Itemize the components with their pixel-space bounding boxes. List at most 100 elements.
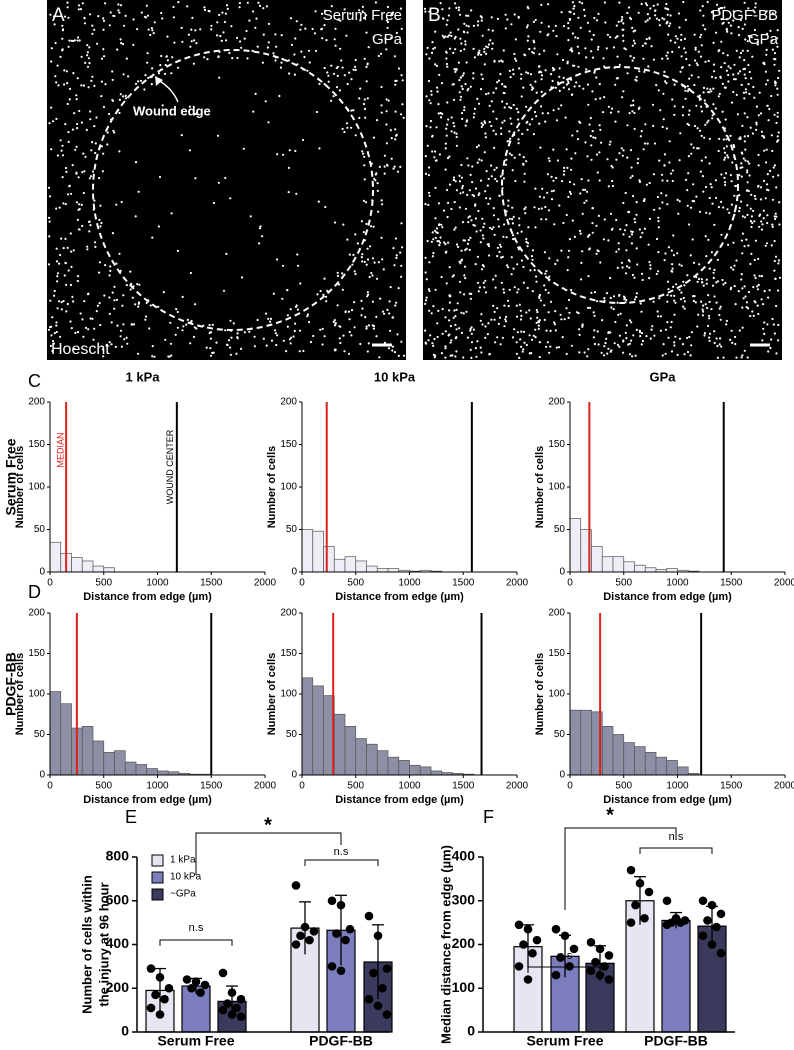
nucleus (334, 38, 336, 40)
nucleus (518, 142, 520, 144)
nucleus (484, 325, 486, 327)
nucleus (484, 190, 486, 192)
nucleus (470, 174, 472, 176)
nucleus (466, 157, 468, 159)
data-point (708, 901, 717, 910)
nucleus (580, 233, 582, 235)
nucleus (101, 81, 103, 83)
nucleus (391, 349, 393, 351)
nucleus (741, 84, 743, 86)
nucleus (706, 121, 708, 123)
nucleus (555, 177, 557, 179)
nucleus (118, 112, 120, 114)
nucleus (287, 314, 289, 316)
nucleus (715, 32, 717, 34)
nucleus (68, 40, 70, 42)
nucleus (492, 92, 494, 94)
nucleus (366, 80, 368, 82)
x-tick-label: 1500 (200, 578, 223, 589)
nucleus (342, 224, 344, 226)
nucleus (427, 339, 429, 341)
y-axis-label: Number of cells (266, 653, 278, 736)
nucleus (300, 51, 302, 53)
nucleus (558, 76, 560, 78)
nucleus (478, 144, 480, 146)
nucleus (694, 59, 696, 61)
nucleus (50, 60, 52, 62)
nucleus (550, 301, 552, 303)
nucleus (548, 25, 550, 27)
nucleus (500, 127, 502, 129)
nucleus (569, 191, 571, 193)
nucleus (707, 294, 709, 296)
nucleus (518, 217, 520, 219)
nucleus (667, 288, 669, 290)
nucleus (697, 127, 699, 129)
nucleus (649, 268, 651, 270)
nucleus (322, 343, 324, 345)
nucleus (100, 222, 102, 224)
nucleus (688, 223, 690, 225)
nucleus (164, 339, 166, 341)
nucleus (146, 5, 148, 7)
nucleus (733, 64, 735, 66)
nucleus (107, 131, 109, 133)
nucleus (599, 179, 601, 181)
nucleus (159, 176, 161, 178)
nucleus (657, 3, 659, 5)
nucleus (612, 166, 614, 168)
nucleus (445, 169, 447, 171)
nucleus (381, 203, 383, 205)
nucleus (629, 236, 631, 238)
nucleus (533, 133, 535, 135)
nucleus (667, 281, 669, 283)
nucleus (724, 62, 726, 64)
nucleus (86, 248, 88, 250)
nucleus (293, 335, 295, 337)
nucleus (766, 189, 768, 191)
nucleus (565, 117, 567, 119)
x-tick-label: 2000 (774, 781, 794, 792)
nucleus (57, 84, 59, 86)
nucleus (438, 74, 440, 76)
nucleus (679, 132, 681, 134)
nucleus (690, 153, 692, 155)
nucleus (531, 255, 533, 257)
nucleus (581, 2, 583, 4)
nucleus (681, 67, 683, 69)
nucleus (73, 249, 75, 251)
nucleus (456, 189, 458, 191)
nucleus (667, 8, 669, 10)
nucleus (470, 328, 472, 330)
nucleus (775, 186, 777, 188)
nucleus (383, 313, 385, 315)
nucleus (748, 83, 750, 85)
y-tick-label: 0 (291, 770, 297, 781)
nucleus (702, 191, 704, 193)
nucleus (536, 317, 538, 319)
nucleus (161, 17, 163, 19)
nucleus (521, 259, 523, 261)
nucleus (501, 100, 503, 102)
nucleus (294, 150, 296, 152)
nucleus (755, 240, 757, 242)
nucleus (523, 282, 525, 284)
nucleus (495, 287, 497, 289)
histogram-bar (613, 735, 624, 776)
nucleus (693, 295, 695, 297)
nucleus (465, 125, 467, 127)
nucleus (462, 88, 464, 90)
nucleus (501, 83, 503, 85)
nucleus (358, 117, 360, 119)
nucleus (568, 312, 570, 314)
nucleus (633, 30, 635, 32)
nucleus (239, 2, 241, 4)
nucleus (334, 28, 336, 30)
nucleus (210, 355, 212, 357)
nucleus (213, 202, 215, 204)
nucleus (401, 74, 403, 76)
panel-letter: D (28, 582, 41, 602)
nucleus (77, 331, 79, 333)
nucleus (775, 122, 777, 124)
